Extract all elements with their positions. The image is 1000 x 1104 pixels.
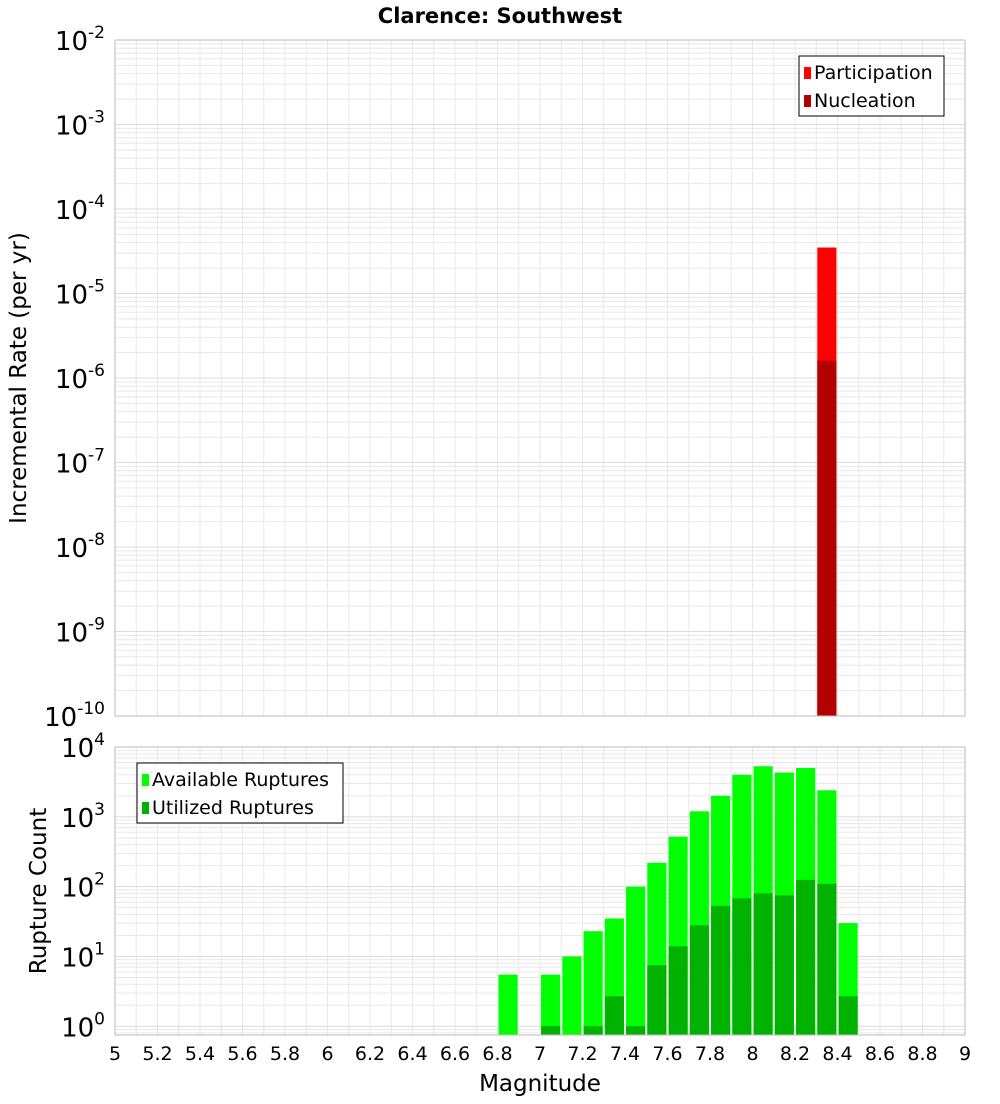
count-x-tick-label: 8 [746,1043,758,1065]
count-x-tick-label: 7.6 [652,1043,682,1065]
count-x-tick-label: 7.8 [695,1043,725,1065]
count-x-tick-label: 6.4 [397,1043,427,1065]
count-bar-available-ruptures [498,974,518,1035]
count-x-axis-label: Magnitude [479,1071,601,1097]
count-legend-swatch [142,802,149,814]
rate-y-tick-label: 10-9 [55,615,105,649]
rate-legend-box [798,55,945,117]
count-x-tick-label: 8.2 [780,1043,810,1065]
count-x-tick-label: 5 [109,1043,121,1065]
rate-y-tick-label: 10-7 [55,446,105,480]
count-x-tick-label: 5.4 [185,1043,215,1065]
rate-grid [114,40,966,717]
count-bar-utilized-ruptures [817,883,837,1035]
count-y-tick-label: 102 [61,870,105,904]
count-bar-utilized-ruptures [647,965,667,1035]
count-x-tick-label: 8.4 [822,1043,852,1065]
count-x-tick-label: 9 [959,1043,971,1065]
rate-legend-swatch [804,95,811,107]
rate-panel: 10-10 10-9 10-8 10-7 10-6 10-5 10-4 10-3 10-2 Inc… [6,23,966,733]
count-x-tick-label: 7.2 [567,1043,597,1065]
rate-legend: Participation Nucleation [798,55,945,117]
count-bar-available-ruptures [626,886,646,1035]
count-bar-utilized-ruptures [604,996,624,1035]
count-bar-utilized-ruptures [838,996,858,1035]
count-x-tick-label: 7 [534,1043,546,1065]
count-y-tick-label: 103 [61,800,105,834]
rate-y-tick-label: 10-5 [55,277,105,311]
rate-y-tick-label: 10-10 [44,699,105,733]
count-legend: Available Ruptures Utilized Ruptures [136,762,344,824]
count-x-tick-label: 6.2 [355,1043,385,1065]
count-x-tick-label: 6 [321,1043,333,1065]
count-bar-available-ruptures [541,974,561,1035]
count-bar-available-ruptures [562,956,582,1035]
count-x-tick-label: 5.2 [142,1043,172,1065]
count-legend-box [136,762,344,824]
rate-legend-label: Participation [814,62,933,84]
rate-y-tick-label: 10-8 [55,530,105,564]
count-x-tick-label: 6.8 [482,1043,512,1065]
rate-plot-frame [114,39,966,717]
count-bar-utilized-ruptures [689,925,709,1035]
count-x-tick-label: 6.6 [440,1043,470,1065]
count-y-tick-label: 104 [61,730,105,764]
count-x-tick-label: 8.8 [907,1043,937,1065]
count-x-tick-label: 5.8 [270,1043,300,1065]
count-bar-utilized-ruptures [626,1026,646,1035]
count-x-tick-label: 8.6 [865,1043,895,1065]
count-y-tick-label: 100 [61,1009,105,1043]
count-x-tick-label: 5.6 [227,1043,257,1065]
count-plot-frame [114,746,966,1036]
rate-y-tick-label: 10-6 [55,361,105,395]
count-bar-utilized-ruptures [711,905,731,1035]
rate-y-tick-label: 10-3 [55,108,105,142]
count-bar-utilized-ruptures [796,879,816,1035]
rate-y-axis-label: Incremental Rate (per yr) [6,232,32,524]
rate-bar-nucleation [817,360,837,716]
count-bar-utilized-ruptures [668,946,688,1035]
count-bar-utilized-ruptures [753,893,773,1035]
count-legend-label: Utilized Ruptures [152,797,314,819]
chart-title: Clarence: Southwest [378,4,622,28]
count-bar-available-ruptures [583,931,603,1035]
count-y-axis-label: Rupture Count [26,808,52,974]
rate-legend-swatch [804,67,811,79]
rupture-count-panel: 100 101 102 103 104 Rupture Count 5 5.2 5.4 5.6 5.… [26,730,971,1097]
count-legend-label: Available Ruptures [152,769,329,791]
count-bar-utilized-ruptures [774,895,794,1035]
rate-y-tick-label: 10-4 [55,192,105,226]
rate-legend-label: Nucleation [814,90,916,112]
count-x-tick-label: 7.4 [610,1043,640,1065]
count-bar-utilized-ruptures [732,898,752,1035]
count-bar-utilized-ruptures [541,1026,561,1035]
count-y-tick-label: 101 [61,939,105,973]
rate-y-tick-label: 10-2 [55,23,105,57]
count-legend-swatch [142,774,149,786]
count-bar-utilized-ruptures [583,1026,603,1035]
